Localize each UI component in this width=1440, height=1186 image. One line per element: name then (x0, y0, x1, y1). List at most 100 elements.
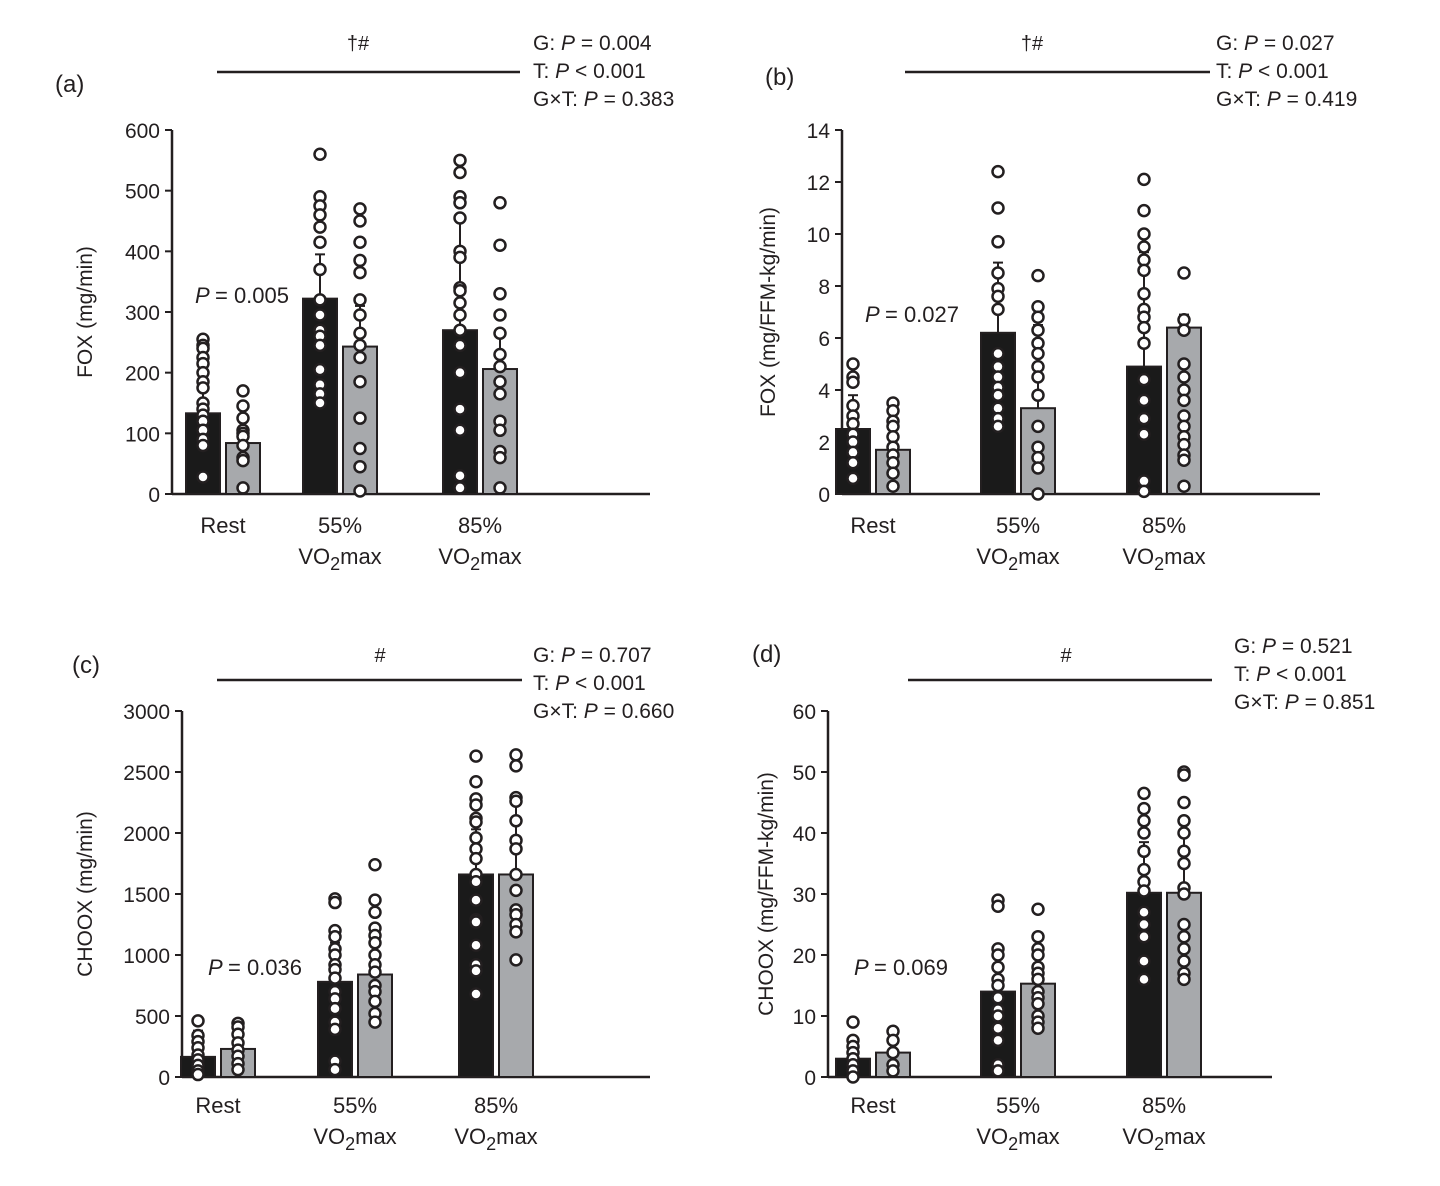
data-point (1177, 795, 1191, 810)
x-tick-label: VO2max (976, 544, 1059, 574)
x-tick-label: 85% (474, 1093, 518, 1118)
data-point (991, 1064, 1005, 1078)
data-point (991, 235, 1005, 249)
data-point (1137, 172, 1151, 187)
data-point (1137, 484, 1151, 499)
data-point (353, 202, 367, 216)
bar-group-1 (442, 329, 478, 496)
chart-panel-b: (b) †# G: P = 0.027 T: P < 0.001 G×T: P = 0.… (757, 32, 1357, 574)
data-point (469, 987, 483, 1001)
significance-symbols: †# (347, 33, 370, 55)
data-point (453, 338, 467, 353)
stat-annotation: G: P = 0.027 (1216, 32, 1335, 55)
data-point (509, 953, 523, 967)
data-point (1177, 266, 1191, 280)
data-point (1137, 320, 1151, 335)
y-tick-label: 1000 (123, 945, 170, 968)
y-tick-label: 0 (804, 1067, 816, 1090)
data-point (509, 759, 523, 773)
data-point (991, 388, 1005, 402)
y-tick-label: 60 (793, 701, 816, 724)
data-point (1177, 768, 1191, 782)
data-point (353, 459, 367, 474)
data-point (353, 308, 367, 322)
data-point (1137, 427, 1151, 441)
data-point (1137, 227, 1151, 241)
y-tick-label: 300 (125, 302, 160, 325)
data-point (353, 375, 367, 389)
data-point (493, 347, 507, 362)
data-point (1177, 814, 1191, 828)
data-point (493, 238, 507, 253)
data-point (1031, 419, 1045, 434)
significance-symbols: # (374, 645, 386, 667)
y-tick-label: 500 (135, 1006, 170, 1029)
data-point (313, 308, 327, 322)
y-tick-label: 4 (818, 380, 830, 403)
stat-annotation: G×T: P = 0.660 (533, 700, 674, 723)
data-point (1137, 826, 1151, 840)
data-point (1031, 948, 1045, 962)
data-point (1177, 917, 1191, 932)
data-point (453, 211, 467, 225)
data-point (313, 235, 327, 249)
data-point (469, 851, 483, 866)
data-point (1137, 917, 1151, 932)
data-point (368, 893, 382, 907)
data-point (313, 293, 327, 307)
data-point (886, 1045, 900, 1060)
data-point (509, 867, 523, 882)
y-axis-label: CHOOX (mg/min) (74, 811, 97, 977)
data-point (353, 293, 367, 307)
data-point (469, 893, 483, 907)
data-point (368, 905, 382, 920)
data-point (1031, 929, 1045, 944)
data-point (1137, 972, 1151, 987)
x-tick-label: VO2max (1122, 1124, 1205, 1154)
x-tick-label: 55% (996, 513, 1040, 538)
data-point (886, 1064, 900, 1078)
data-point (991, 960, 1005, 974)
data-point (368, 965, 382, 979)
significance-symbols: # (1060, 645, 1072, 667)
data-point (846, 1015, 860, 1029)
y-tick-label: 2000 (123, 823, 170, 846)
stat-annotation: G: P = 0.004 (533, 32, 652, 55)
chart-panel-a: (a) †# G: P = 0.004 T: P < 0.001 G×T: P = 0.… (55, 32, 674, 574)
data-point (1031, 310, 1045, 324)
data-point (991, 346, 1005, 361)
x-tick-label: Rest (200, 513, 245, 538)
data-point (991, 1009, 1005, 1023)
data-point (353, 214, 367, 228)
data-point (469, 815, 483, 829)
data-point (1137, 336, 1151, 350)
data-point (353, 484, 367, 498)
y-axis-label: CHOOX (mg/FFM-kg/min) (755, 772, 778, 1016)
data-point (453, 284, 467, 298)
data-point (469, 964, 483, 978)
data-point (1177, 844, 1191, 859)
data-point (368, 1015, 382, 1029)
stat-annotation: T: P < 0.001 (533, 60, 646, 83)
data-point (1177, 370, 1191, 384)
x-tick-label: 85% (1142, 1093, 1186, 1118)
data-point (846, 375, 860, 389)
data-point (328, 895, 342, 910)
data-point (1137, 411, 1151, 426)
data-point (328, 1001, 342, 1016)
panel-label: (a) (55, 71, 84, 98)
panel-label: (d) (752, 641, 781, 668)
y-tick-label: 20 (793, 945, 816, 968)
y-tick-label: 30 (793, 884, 816, 907)
data-point (991, 164, 1005, 179)
data-point (1137, 954, 1151, 968)
data-point (509, 925, 523, 939)
data-point (493, 423, 507, 438)
data-point (1031, 487, 1045, 501)
x-tick-label: 85% (1142, 513, 1186, 538)
data-point (509, 842, 523, 856)
data-point (368, 994, 382, 1009)
data-point (313, 262, 327, 277)
data-point (191, 1067, 205, 1082)
